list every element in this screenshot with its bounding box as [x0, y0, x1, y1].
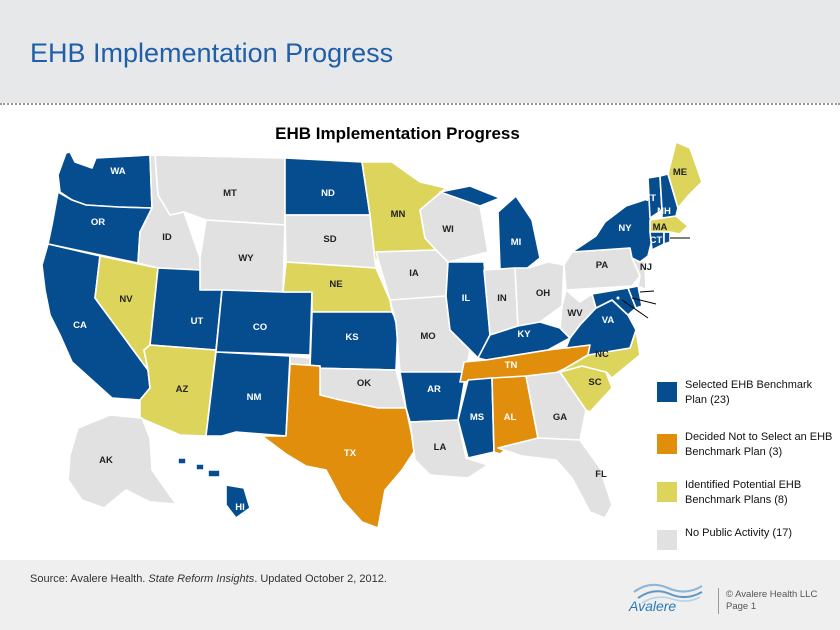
slide-header [0, 0, 840, 103]
header-divider [0, 103, 840, 105]
state-label-co: CO [253, 322, 267, 333]
state-ri [663, 231, 671, 245]
source-publication: State Reform Insights [148, 573, 255, 585]
state-label-ok: OK [357, 378, 371, 389]
state-tx [261, 363, 416, 529]
logo-wordmark: Avalere [629, 598, 677, 614]
state-label-wy: WY [238, 253, 254, 264]
state-label-nj: NJ [640, 262, 652, 273]
state-label-mn: MN [391, 209, 406, 220]
state-label-ct: CT [650, 235, 663, 246]
state-ms [457, 377, 495, 459]
state-ar [399, 371, 467, 423]
state-label-or: OR [91, 217, 105, 228]
state-de [627, 285, 643, 309]
state-label-ut: UT [191, 316, 204, 327]
state-label-in: IN [497, 293, 507, 304]
state-label-mi: MI [511, 237, 522, 248]
state-label-dc: D.C. [651, 314, 670, 325]
state-label-ar: AR [427, 384, 441, 395]
copyright-text: © Avalere Health LLC [726, 589, 818, 600]
state-label-ca: CA [73, 320, 87, 331]
us-state-map: WA OR CA NV ID MT WY UT CO AZ NM ND SD N… [41, 141, 703, 529]
state-mt [149, 154, 286, 226]
copyright-block: © Avalere Health LLC Page 1 [726, 589, 817, 613]
state-label-ri: RI [692, 233, 702, 244]
state-label-ga: GA [553, 412, 567, 423]
state-label-tn: TN [505, 360, 518, 371]
state-hi [177, 457, 251, 519]
legend-label-not-selected: Decided Not to Select an EHB Benchmark P… [685, 431, 833, 458]
legend-swatch-not-selected [657, 434, 677, 454]
state-label-ne: NE [329, 279, 342, 290]
state-label-id: ID [162, 232, 172, 243]
page-number: Page 1 [726, 601, 757, 612]
state-label-sc: SC [588, 377, 601, 388]
state-label-ny: NY [618, 223, 632, 234]
state-label-ms: MS [470, 412, 484, 423]
state-nd [284, 157, 371, 216]
state-label-va: VA [602, 315, 615, 326]
slide-title: EHB Implementation Progress [30, 38, 394, 68]
avalere-logo [633, 583, 703, 604]
state-label-nv: NV [119, 294, 133, 305]
state-label-hi: HI [235, 502, 245, 513]
state-label-pa: PA [596, 260, 609, 271]
state-label-ma: MA [653, 222, 668, 233]
state-label-nd: ND [321, 188, 335, 199]
legend-swatch-potential [657, 482, 677, 502]
source-suffix: . Updated October 2, 2012. [254, 573, 387, 585]
footer [0, 560, 840, 630]
state-label-wi: WI [442, 224, 454, 235]
source-note: Source: Avalere Health. State Reform Ins… [30, 573, 387, 585]
state-nj [631, 257, 647, 291]
state-label-mt: MT [223, 188, 237, 199]
state-label-il: IL [462, 293, 471, 304]
state-me [667, 141, 703, 209]
map-title: EHB Implementation Progress [275, 124, 520, 143]
state-label-al: AL [504, 412, 517, 423]
legend-label-no-activity: No Public Activity (17) [685, 527, 792, 539]
state-fl [497, 437, 613, 519]
state-label-nm: NM [247, 392, 262, 403]
state-label-la: LA [434, 442, 447, 453]
legend-label-selected: Selected EHB Benchmark Plan (23) [685, 379, 813, 406]
state-label-ky: KY [517, 329, 531, 340]
state-label-az: AZ [176, 384, 189, 395]
state-label-sd: SD [323, 234, 336, 245]
footer-separator [718, 588, 719, 614]
state-label-nc: NC [595, 349, 609, 360]
legend-swatch-selected [657, 382, 677, 402]
state-label-vt: VT [644, 193, 656, 204]
state-label-fl: FL [595, 469, 607, 480]
source-prefix: Source: Avalere Health. [30, 573, 149, 585]
state-label-me: ME [673, 167, 687, 178]
state-label-wa: WA [110, 166, 125, 177]
state-label-wv: WV [567, 308, 583, 319]
state-label-oh: OH [536, 288, 550, 299]
state-label-ia: IA [409, 268, 419, 279]
state-label-ks: KS [345, 332, 358, 343]
state-label-mo: MO [420, 331, 435, 342]
state-label-md: MD [660, 299, 675, 310]
state-label-tx: TX [344, 448, 357, 459]
legend-swatch-no-activity [657, 530, 677, 550]
state-ak [67, 414, 177, 509]
state-va [565, 299, 637, 356]
state-label-ak: AK [99, 455, 113, 466]
state-label-de: DE [658, 286, 671, 297]
legend-label-potential: Identified Potential EHB Benchmark Plans… [685, 479, 802, 506]
state-label-nh: NH [657, 206, 671, 217]
